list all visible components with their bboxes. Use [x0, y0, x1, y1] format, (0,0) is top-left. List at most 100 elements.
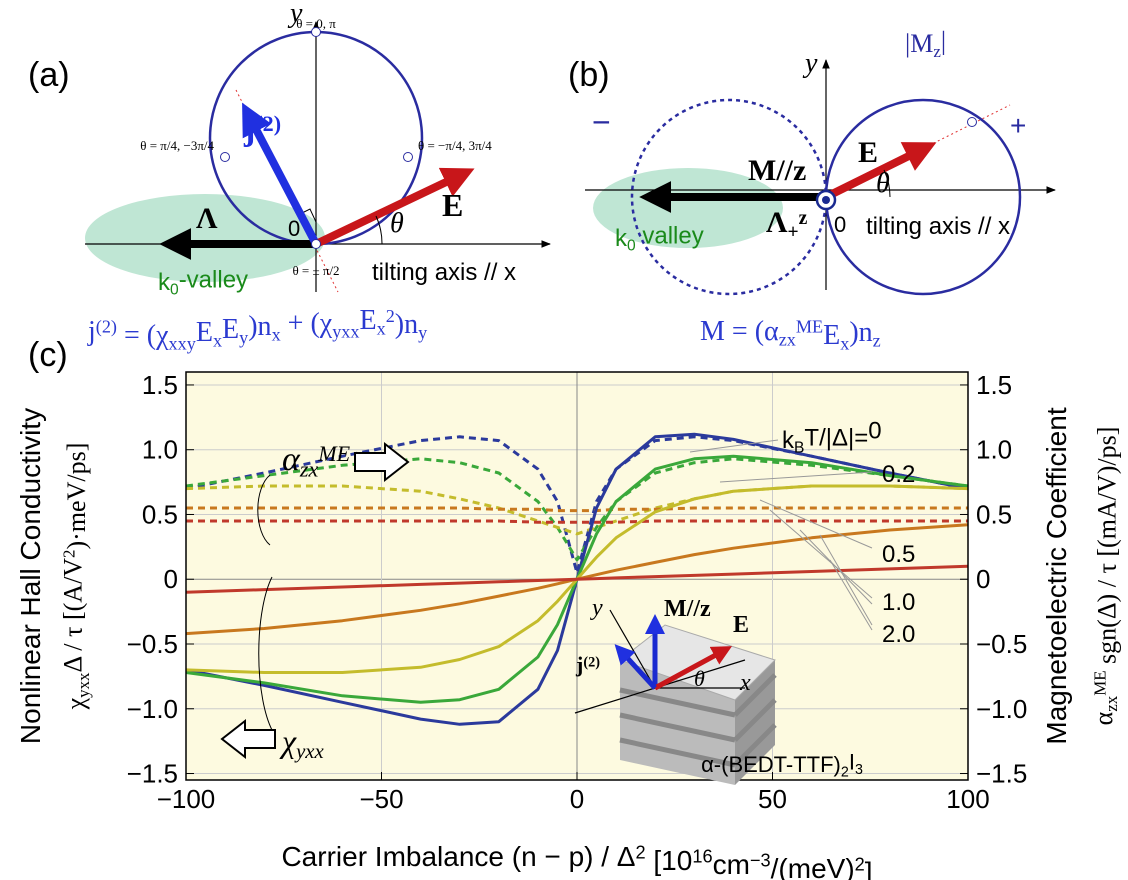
text-part: ME — [317, 441, 350, 466]
layer — [619, 712, 736, 743]
text-part: valley — [636, 222, 704, 249]
text-part: 2 — [636, 843, 646, 863]
text-part: | — [941, 26, 946, 55]
inset-label: j(2) — [575, 652, 600, 677]
text-part: x — [840, 333, 849, 353]
text-part: j — [243, 111, 255, 148]
y2-tick-label: −1.0 — [976, 694, 1027, 724]
leader — [689, 439, 779, 453]
text-part: x — [377, 319, 386, 339]
layer — [733, 673, 777, 717]
text-part: /(meV) — [771, 853, 855, 880]
theta-label: θ = −π/4, 3π/4 — [418, 138, 492, 153]
mz-dot — [822, 196, 830, 204]
valley-label: k0 valley — [615, 222, 704, 254]
bracket — [258, 576, 273, 731]
theta-label: θ = 0, π — [296, 16, 336, 31]
bracket — [257, 474, 271, 546]
point — [220, 152, 230, 162]
text-part: (2) — [96, 317, 117, 338]
text-part: T/|Δ|= — [804, 424, 868, 451]
material-label: α-(BEDT-TTF)2I3 — [701, 750, 863, 781]
legend-label: 1.0 — [882, 589, 915, 616]
leader — [769, 509, 873, 599]
layer — [619, 687, 736, 718]
dashed-curve — [185, 484, 969, 536]
text-part: [10 — [646, 845, 693, 876]
panel-label: (a) — [28, 56, 70, 94]
legend-label: 0.2 — [882, 461, 915, 488]
text-part: z — [933, 42, 941, 61]
inset: y M//z E j(2) θ x α-(BEDT-TTF)2I3 — [574, 595, 863, 785]
inset-label: y — [590, 595, 603, 621]
legend-label: kBT/|Δ|=0 — [782, 417, 882, 456]
y2-axis-label: Magnetoelectric Coefficient — [1041, 407, 1072, 744]
j-label: j(2) — [243, 111, 281, 148]
y2-tick-label: 0 — [976, 564, 990, 594]
minus-sign: − — [592, 104, 611, 140]
leader — [799, 529, 873, 605]
text-part: k — [158, 269, 171, 296]
y-tick-label: 0 — [164, 564, 178, 594]
x-tick-label: 100 — [946, 784, 989, 814]
text-part: 2 — [841, 764, 849, 780]
dashed-curve — [186, 519, 968, 524]
text-part: Λ — [766, 206, 788, 239]
text-part: 0 — [627, 238, 636, 255]
axis-caption: tilting axis // x — [372, 259, 516, 286]
axis-caption: tilting axis // x — [866, 213, 1010, 240]
guide — [825, 104, 1011, 198]
text-part: E — [359, 305, 376, 336]
leader — [819, 534, 873, 626]
j-arrow — [242, 102, 320, 246]
text-part: Δ / τ [(A/V — [58, 558, 87, 673]
text-part: E — [823, 320, 840, 351]
text-part: −3 — [750, 851, 771, 871]
text-part: sgn(Δ) / τ [(mA/V)/ps] — [1093, 427, 1122, 671]
m-label: M//z — [748, 154, 806, 187]
e-arrow — [314, 167, 475, 248]
text-part: y — [418, 323, 428, 343]
y-tick-label: 1.0 — [142, 435, 178, 465]
e-arrow — [653, 646, 733, 691]
text-part: yxx — [294, 740, 324, 763]
overlay: y M//z E j(2) θ x α-(BEDT-TTF)2I3 −1.5 −1… — [127, 370, 1028, 814]
text-part: = (χ — [117, 320, 169, 351]
legend-label: 2.0 — [882, 621, 915, 648]
text-part: ME — [1090, 670, 1109, 695]
text-part: zx — [299, 457, 319, 482]
text-part: zx — [779, 329, 796, 349]
mz-label: |Mz| — [905, 26, 946, 61]
point — [967, 117, 977, 127]
text-part: )·meV/ps] — [62, 443, 91, 550]
theta: θ — [390, 208, 404, 239]
panel-label: (c) — [28, 336, 68, 374]
text-part: + — [788, 222, 799, 243]
text-part: χ — [61, 697, 90, 710]
leader — [829, 559, 873, 631]
angle-arc — [375, 215, 383, 245]
text-part: χ — [279, 723, 297, 759]
equation: M = (αzxMEEx)nz — [700, 316, 881, 353]
point — [403, 152, 413, 162]
text-part: 16 — [692, 847, 712, 867]
text-part: )n — [248, 311, 271, 342]
y-tick-label: −1.0 — [127, 694, 178, 724]
x-tick-label: 50 — [758, 784, 787, 814]
plus-sign: + — [1010, 110, 1026, 141]
valley-label: k0-valley — [158, 266, 248, 298]
text-part: (2) — [583, 654, 600, 670]
text-part: j — [575, 652, 583, 677]
axis-label: y — [802, 48, 818, 79]
text-part: yxx — [332, 322, 359, 342]
text-part: B — [794, 440, 804, 457]
text-part: k — [615, 225, 628, 252]
inset-label: θ — [694, 666, 705, 691]
lambda-label: Λ+z — [766, 206, 808, 243]
text-part: |M — [905, 29, 933, 58]
text-part: k — [782, 427, 795, 454]
y-tick-label: −1.5 — [127, 759, 178, 789]
layer — [733, 698, 777, 742]
text-part: 2 — [386, 306, 395, 326]
text-part: 3 — [855, 762, 863, 778]
